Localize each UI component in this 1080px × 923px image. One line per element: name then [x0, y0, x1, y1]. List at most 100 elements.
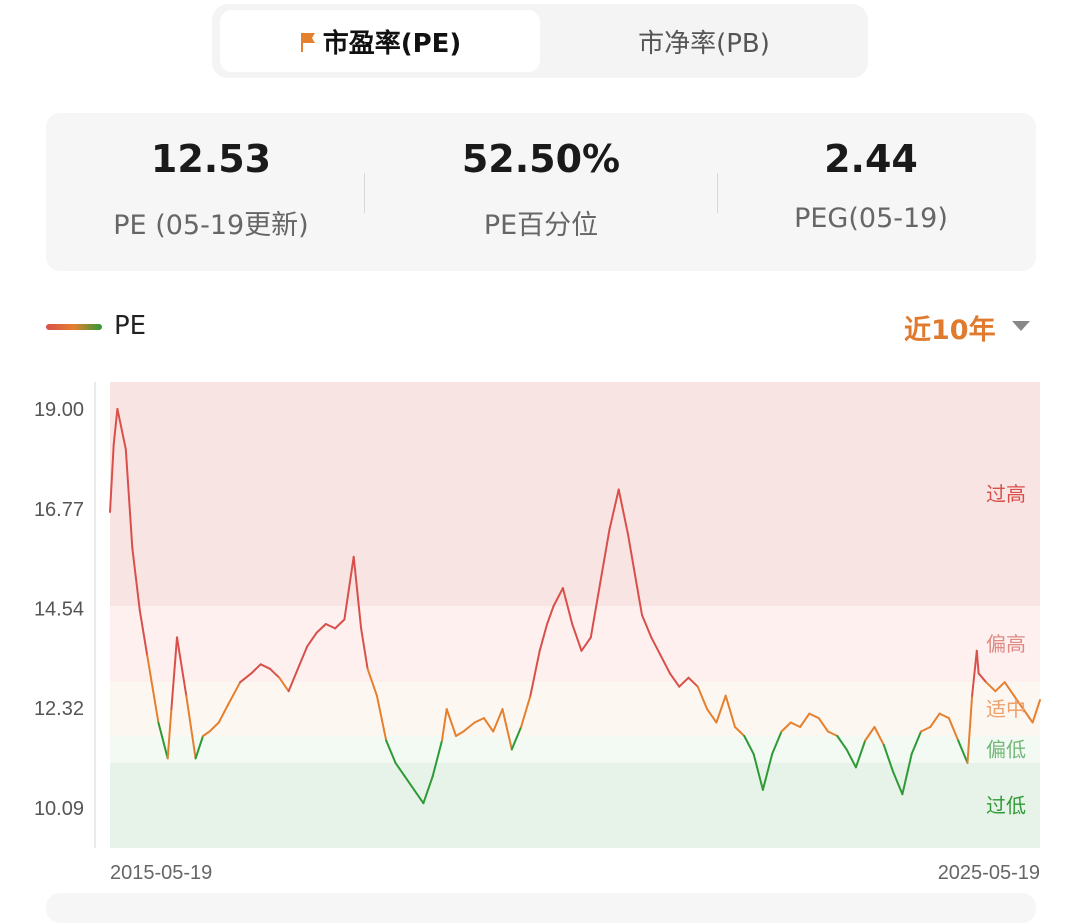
pe-line-segment: [394, 761, 406, 778]
pe-line-segment: [641, 614, 653, 639]
pe-line-segment: [278, 676, 290, 693]
y-tick-label: 10.09: [34, 798, 84, 820]
zone-band: [110, 682, 1040, 736]
metric-tabs: 市盈率(PE) 市净率(PB): [212, 4, 868, 78]
pe-line-segment: [882, 743, 895, 773]
pe-line-segment: [208, 721, 220, 733]
pe-line-segment: [743, 735, 755, 755]
pe-line-segment: [752, 752, 764, 791]
pe-line-segment: [947, 717, 960, 742]
pe-line-segment: [462, 721, 476, 733]
pe-line-segment: [929, 712, 941, 728]
pe-line-segment: [761, 752, 774, 791]
pe-line-segment: [194, 735, 204, 760]
pe-line-segment: [109, 443, 115, 513]
zone-band: [110, 606, 1040, 683]
stat-percentile-label: PE百分位: [483, 210, 599, 241]
pe-line-segment: [636, 587, 643, 616]
pe-line-segment: [957, 739, 969, 764]
pe-line-segment: [385, 739, 397, 764]
pe-line-segment: [580, 636, 592, 652]
legend-gradient-swatch: [46, 324, 102, 330]
stat-percentile-value: 52.50%: [461, 137, 621, 181]
pe-line-segment: [287, 667, 299, 693]
pe-line-segment: [561, 587, 574, 625]
pe-line-segment: [445, 708, 457, 737]
pe-line-segment: [131, 546, 141, 612]
stat-peg-value: 2.44: [824, 137, 918, 181]
tab-pb[interactable]: 市净率(PB): [544, 10, 864, 72]
pe-line-segment: [678, 676, 690, 688]
pe-line-segment: [938, 712, 950, 720]
pe-line-segment: [715, 694, 727, 724]
pe-line-segment: [873, 726, 885, 746]
zone-band: [110, 762, 1040, 848]
pe-line-segment: [343, 555, 355, 621]
pe-line-segment: [473, 717, 485, 724]
pe-line-segment: [901, 752, 913, 796]
y-tick-label: 19.00: [34, 399, 84, 421]
pe-line-segment: [185, 694, 197, 760]
chevron-down-icon[interactable]: [1012, 321, 1030, 331]
pe-line-segment: [269, 667, 281, 679]
pe-line-segment: [166, 708, 173, 760]
pe-line-segment: [431, 739, 443, 778]
tab-pe-label: 市盈率(PE): [322, 28, 462, 59]
zone-label: 偏高: [986, 632, 1026, 656]
pe-line-segment: [176, 636, 188, 697]
stat-peg-label: PEG(05-19): [794, 203, 948, 234]
pe-line-segment: [170, 636, 178, 711]
pe-line-segment: [771, 730, 783, 755]
zone-label: 过高: [986, 482, 1026, 506]
stat-divider: [717, 173, 718, 213]
pe-line-segment: [146, 654, 160, 724]
pe-line-segment: [608, 488, 620, 531]
pe-line-segment: [1013, 694, 1025, 711]
y-tick-label: 14.54: [34, 599, 84, 621]
pe-line-segment: [724, 694, 736, 728]
bottom-card: [46, 893, 1036, 923]
pe-line-segment: [571, 623, 583, 652]
pe-line-segment: [799, 712, 811, 728]
pe-line-segment: [627, 533, 639, 590]
pe-line-segment: [910, 730, 922, 755]
pe-line-segment: [217, 703, 230, 724]
pe-line-segment: [599, 528, 611, 585]
pe-line-segment: [687, 676, 699, 688]
pe-line-segment: [617, 488, 629, 536]
pe-line-segment: [1031, 699, 1041, 724]
pe-line-segment: [659, 654, 671, 675]
stat-pe: 12.53 PE (05-19更新): [46, 113, 376, 271]
pe-line-segment: [817, 717, 829, 733]
pe-line-segment: [520, 694, 532, 728]
zone-band: [110, 382, 1040, 607]
pe-line-segment: [492, 708, 504, 733]
tab-pe[interactable]: 市盈率(PE): [220, 10, 540, 72]
pe-line-segment: [780, 721, 792, 733]
pe-line-segment: [546, 605, 555, 625]
pe-line-segment: [977, 672, 988, 684]
pe-line-segment: [789, 721, 802, 728]
pe-line-segment: [227, 681, 242, 706]
stat-peg: 2.44 PEG(05-19): [706, 113, 1036, 271]
pe-line-segment: [827, 730, 839, 737]
pe-line-segment: [112, 407, 119, 446]
pe-line-segment: [1003, 681, 1015, 697]
pe-line-segment: [324, 623, 337, 630]
pe-line-segment: [706, 708, 718, 724]
y-tick-label: 12.32: [34, 698, 84, 720]
pe-line-segment: [538, 623, 549, 652]
pe-line-segment: [441, 708, 448, 742]
pe-line-segment: [971, 649, 978, 697]
stat-percentile: 52.50% PE百分位: [376, 113, 706, 271]
pe-line-segment: [455, 730, 465, 737]
pe-line-segment: [650, 636, 662, 657]
pe-line-segment: [510, 726, 523, 751]
zone-band: [110, 735, 1040, 763]
range-select[interactable]: 近10年: [904, 315, 996, 346]
zone-label: 过低: [986, 793, 1026, 817]
stats-card: 12.53 PE (05-19更新) 52.50% PE百分位 2.44 PEG…: [46, 113, 1036, 271]
pe-line-segment: [854, 739, 867, 769]
pe-line-segment: [239, 672, 253, 684]
